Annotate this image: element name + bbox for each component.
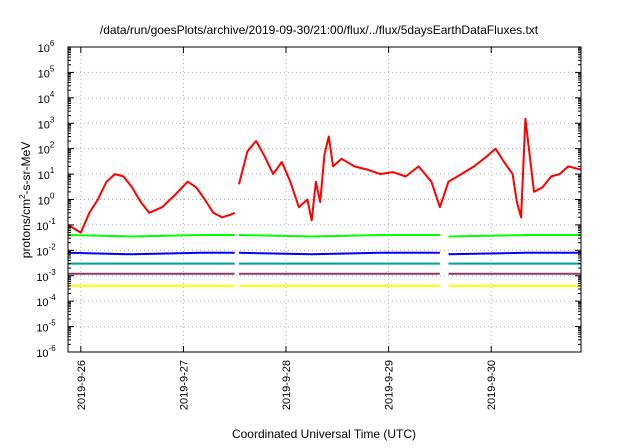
x-axis-label: Coordinated Universal Time (UTC) — [232, 427, 416, 441]
y-tick-label: 104 — [38, 90, 55, 106]
y-tick-exponent: -1 — [49, 217, 57, 226]
x-tick-label: 2019-9-28 — [281, 360, 293, 410]
y-tick-base: 10 — [36, 323, 48, 335]
y-tick-exponent: 0 — [50, 192, 55, 201]
series-line-3 — [67, 251, 581, 256]
y-tick-base: 10 — [36, 272, 48, 284]
y-axis-label-sup: 2 — [18, 194, 27, 199]
y-tick-exponent: -2 — [49, 242, 57, 251]
y-tick-label: 10-1 — [36, 217, 56, 233]
y-tick-label: 100 — [38, 192, 55, 208]
chart-title: /data/run/goesPlots/archive/2019-09-30/2… — [100, 23, 539, 37]
y-axis-label: protons/cm2-s-sr-MeV — [18, 142, 33, 258]
y-tick-label: 10-6 — [36, 344, 56, 360]
y-tick-base: 10 — [38, 119, 50, 131]
y-tick-exponent: -5 — [49, 319, 57, 328]
y-tick-exponent: 4 — [50, 90, 55, 99]
y-tick-exponent: 6 — [50, 39, 55, 48]
y-tick-label: 10-4 — [36, 293, 56, 309]
x-tick-label: 2019-9-27 — [178, 360, 190, 410]
y-tick-label: 106 — [38, 39, 55, 55]
x-tick-label: 2019-9-30 — [486, 360, 498, 410]
y-tick-label: 10-2 — [36, 242, 56, 258]
y-tick-base: 10 — [36, 297, 48, 309]
y-axis: 10-610-510-410-310-210-11001011021031041… — [36, 39, 581, 360]
y-tick-exponent: 5 — [50, 64, 55, 73]
y-tick-base: 10 — [36, 348, 48, 360]
y-axis-label-base: protons/cm — [19, 199, 33, 258]
y-tick-exponent: 1 — [50, 166, 55, 175]
series-line-2 — [67, 234, 581, 238]
x-tick-label: 2019-9-29 — [384, 360, 396, 410]
y-axis-label-rest: -s-sr-MeV — [19, 142, 33, 195]
y-tick-base: 10 — [38, 43, 50, 55]
y-tick-base: 10 — [38, 68, 50, 80]
y-tick-exponent: -4 — [49, 293, 57, 302]
grid-layer — [68, 47, 581, 352]
y-tick-label: 101 — [38, 166, 55, 182]
series-layer — [67, 117, 582, 287]
y-tick-exponent: 2 — [50, 141, 55, 150]
y-tick-exponent: 3 — [50, 115, 55, 124]
y-tick-base: 10 — [38, 145, 50, 157]
y-tick-base: 10 — [38, 170, 50, 182]
y-tick-label: 10-5 — [36, 319, 56, 335]
y-tick-exponent: -6 — [49, 344, 57, 353]
y-tick-base: 10 — [38, 196, 50, 208]
y-tick-base: 10 — [36, 221, 48, 233]
y-tick-exponent: -3 — [49, 268, 57, 277]
y-tick-label: 103 — [38, 115, 55, 131]
y-tick-label: 10-3 — [36, 268, 56, 284]
y-tick-base: 10 — [38, 94, 50, 106]
y-tick-label: 105 — [38, 64, 55, 80]
series-line-1 — [67, 117, 582, 234]
y-tick-base: 10 — [36, 246, 48, 258]
y-tick-label: 102 — [38, 141, 55, 157]
x-axis: 2019-9-26 2019-9-27 2019-9-28 2019-9-29 2019… — [76, 47, 498, 410]
x-tick-label: 2019-9-26 — [76, 360, 88, 410]
